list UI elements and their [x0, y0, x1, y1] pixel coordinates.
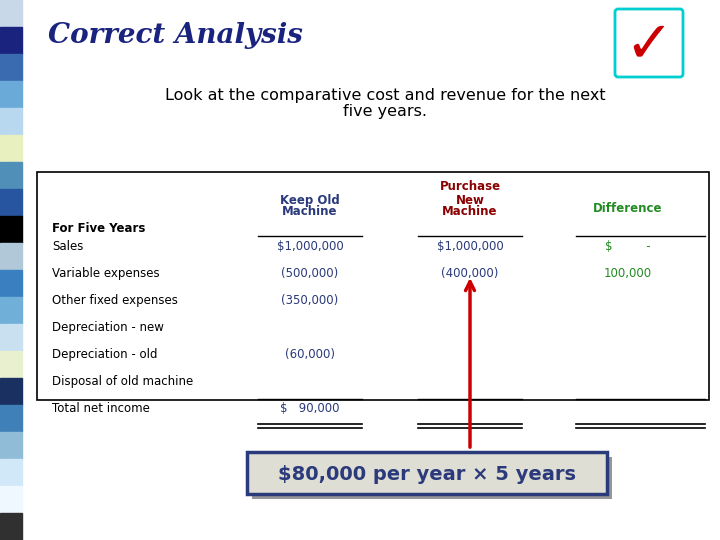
Bar — [0, 27, 22, 54]
Text: Keep Old: Keep Old — [280, 194, 340, 207]
Bar — [0, 324, 22, 351]
Text: (400,000): (400,000) — [441, 267, 499, 280]
Text: Variable expenses: Variable expenses — [52, 267, 160, 280]
Bar — [0, 270, 22, 297]
Text: Difference: Difference — [593, 202, 662, 215]
FancyBboxPatch shape — [252, 457, 612, 499]
Bar — [0, 297, 22, 324]
Bar — [0, 351, 22, 378]
Text: (60,000): (60,000) — [285, 348, 335, 361]
Bar — [0, 216, 22, 243]
Bar — [0, 108, 22, 135]
Text: $   90,000: $ 90,000 — [280, 402, 340, 415]
FancyBboxPatch shape — [615, 9, 683, 77]
Bar — [0, 432, 22, 459]
Text: For Five Years: For Five Years — [52, 222, 145, 235]
Bar — [0, 135, 22, 162]
Text: 100,000: 100,000 — [604, 267, 652, 280]
Bar — [0, 513, 22, 540]
Text: $1,000,000: $1,000,000 — [436, 240, 503, 253]
FancyBboxPatch shape — [247, 452, 607, 494]
Bar — [0, 459, 22, 486]
Text: ✓: ✓ — [624, 17, 673, 73]
Text: Depreciation - old: Depreciation - old — [52, 348, 158, 361]
Text: $80,000 per year × 5 years: $80,000 per year × 5 years — [278, 464, 576, 483]
Text: New: New — [456, 194, 485, 207]
Bar — [0, 54, 22, 81]
Text: Machine: Machine — [282, 205, 338, 218]
Bar — [0, 81, 22, 108]
Text: five years.: five years. — [343, 104, 427, 119]
Text: Machine: Machine — [442, 205, 498, 218]
Bar — [37, 172, 709, 400]
Bar — [0, 189, 22, 216]
Text: Look at the comparative cost and revenue for the next: Look at the comparative cost and revenue… — [165, 88, 606, 103]
Text: (350,000): (350,000) — [282, 294, 338, 307]
Bar — [0, 378, 22, 405]
Text: $1,000,000: $1,000,000 — [276, 240, 343, 253]
Bar — [0, 486, 22, 513]
Text: Disposal of old machine: Disposal of old machine — [52, 375, 193, 388]
Text: Purchase: Purchase — [439, 180, 500, 193]
Bar — [0, 405, 22, 432]
Text: (500,000): (500,000) — [282, 267, 338, 280]
Text: Correct Analysis: Correct Analysis — [48, 22, 303, 49]
Text: Sales: Sales — [52, 240, 84, 253]
Text: $         -: $ - — [606, 240, 651, 253]
Text: Other fixed expenses: Other fixed expenses — [52, 294, 178, 307]
Text: Depreciation - new: Depreciation - new — [52, 321, 164, 334]
Bar — [0, 243, 22, 270]
Text: Total net income: Total net income — [52, 402, 150, 415]
Bar — [0, 162, 22, 189]
Bar — [0, 0, 22, 27]
